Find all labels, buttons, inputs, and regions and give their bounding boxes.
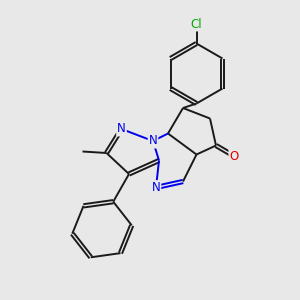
Text: N: N bbox=[148, 134, 158, 148]
Text: Cl: Cl bbox=[191, 17, 202, 31]
Text: N: N bbox=[117, 122, 126, 136]
Text: O: O bbox=[230, 149, 238, 163]
Text: N: N bbox=[152, 181, 160, 194]
